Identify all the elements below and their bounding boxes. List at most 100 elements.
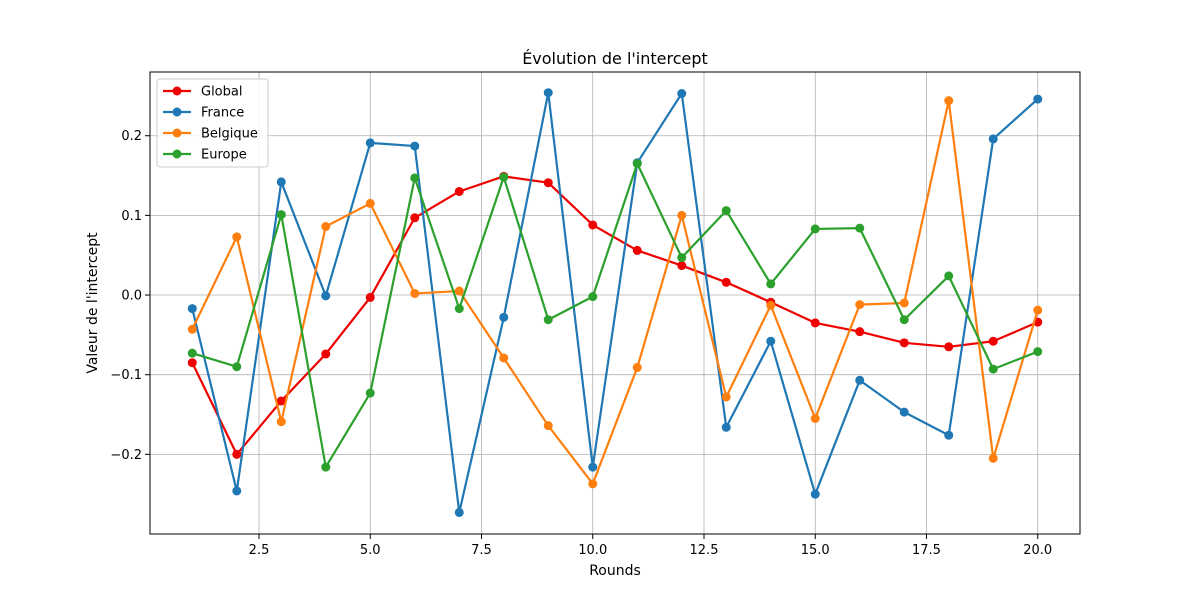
data-point-europe [899,315,909,325]
legend-item-france: France [163,106,244,121]
data-point-belgique [855,300,865,310]
data-point-belgique [410,288,420,298]
legend-label: France [201,106,244,121]
data-point-europe [944,271,954,281]
legend-swatch-marker [172,86,182,96]
data-point-global [855,327,865,337]
data-point-france [321,291,331,301]
data-point-global [454,186,464,196]
data-point-france [810,489,820,499]
data-point-global [944,342,954,352]
legend: Global France Belgique Europe [156,78,269,168]
data-point-france [988,134,998,144]
data-point-france [410,141,420,151]
data-point-europe [766,279,776,289]
legend-swatch-marker [172,149,182,159]
x-axis-title: Rounds [589,563,641,579]
chart-title: Évolution de l'intercept [522,49,708,68]
legend-label: Belgique [201,127,258,142]
data-point-france [1033,94,1043,104]
data-point-global [365,292,375,302]
x-tick-label: 7.5 [471,543,492,558]
data-point-france [187,304,197,314]
data-point-global [899,338,909,348]
data-point-france [499,312,509,322]
data-point-europe [721,206,731,216]
data-point-global [988,336,998,346]
data-point-global [588,220,598,230]
data-point-global [187,358,197,368]
y-tick-label: −0.2 [110,448,142,463]
data-point-global [810,318,820,328]
data-point-belgique [1033,305,1043,315]
data-point-europe [187,348,197,358]
data-point-global [543,178,553,188]
data-point-france [588,462,598,472]
data-point-france [365,138,375,148]
legend-box [156,78,269,168]
data-point-belgique [988,453,998,463]
data-point-europe [410,173,420,183]
series-france [187,88,1043,517]
legend-label: Global [201,85,242,100]
data-point-europe [276,210,286,220]
data-point-europe [810,224,820,234]
data-point-belgique [321,222,331,232]
data-point-belgique [499,353,509,363]
data-point-belgique [677,210,687,220]
data-point-europe [499,172,509,182]
x-tick-label: 17.5 [912,543,941,558]
legend-item-belgique: Belgique [163,127,258,142]
data-point-europe [855,223,865,233]
data-point-france [276,177,286,187]
data-point-france [855,375,865,385]
data-point-global [632,245,642,255]
series-global [187,171,1043,459]
data-point-europe [454,304,464,314]
y-axis-title: Valeur de l'intercept [85,232,101,374]
series-line-global [191,175,1039,456]
data-point-europe [677,253,687,263]
data-point-europe [632,159,642,169]
series-line-france [191,91,1039,514]
data-point-europe [365,388,375,398]
x-tick-label: 20.0 [1023,543,1052,558]
series-europe [187,159,1043,472]
x-tick-label: 2.5 [249,543,270,558]
data-point-global [232,449,242,459]
data-point-belgique [810,414,820,423]
legend-item-europe: Europe [163,148,247,163]
data-point-france [766,336,776,346]
data-point-belgique [766,300,776,310]
y-tick-label: −0.1 [110,368,142,383]
data-point-global [321,349,331,359]
y-tick-label: 0.1 [121,209,142,224]
data-point-france [899,407,909,417]
data-point-belgique [543,421,553,431]
legend-label: Europe [201,148,247,163]
ticks-layer: 2.5 5.0 7.5 10.0 12.5 15.0 17.5 20.0 −0.2 −0.1 0.0… [110,129,1052,558]
y-tick-label: 0.2 [121,129,142,144]
data-point-europe [232,362,242,372]
data-point-belgique [899,298,909,308]
legend-item-global: Global [163,85,242,100]
plot-frame [149,71,1081,535]
data-point-global [410,213,420,223]
series-line-europe [191,162,1039,469]
data-point-europe [588,292,598,302]
data-point-france [677,89,687,99]
series-belgique [187,96,1043,489]
data-point-belgique [232,232,242,242]
data-point-belgique [944,96,954,106]
data-point-europe [543,315,553,325]
data-point-belgique [632,363,642,373]
y-tick-label: 0.0 [121,289,142,304]
data-point-belgique [276,417,286,427]
data-point-france [721,422,731,432]
data-point-france [232,486,242,496]
data-point-france [944,430,954,440]
data-point-france [543,88,553,98]
x-tick-label: 15.0 [801,543,830,558]
data-point-europe [988,364,998,374]
